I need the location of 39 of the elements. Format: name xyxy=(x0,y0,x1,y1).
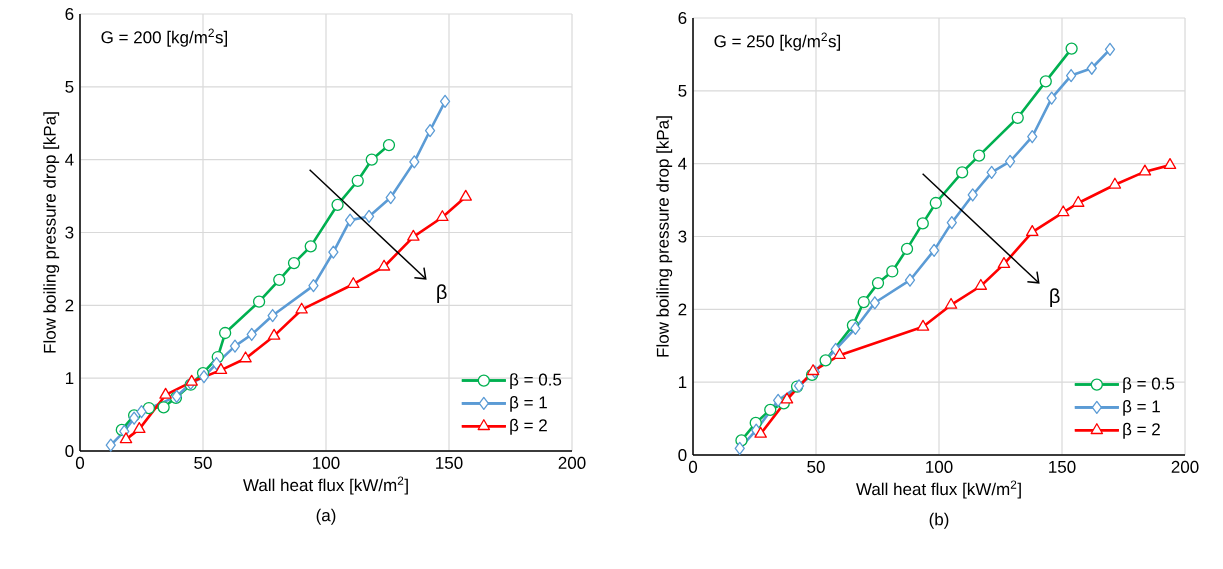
legend-label: β = 0.5 xyxy=(1123,377,1175,393)
y-tick-label: 6 xyxy=(678,11,687,25)
y-tick-label: 2 xyxy=(65,299,74,312)
y-tick-label: 1 xyxy=(65,372,74,385)
x-axis-title: Wall heat flux [kW/m$^{2}$] xyxy=(856,480,1021,499)
x-tick-label: 100 xyxy=(313,456,340,469)
legend-label: β = 2 xyxy=(510,418,547,435)
y-tick-label: 1 xyxy=(678,376,687,389)
legend-label: β = 2 xyxy=(1123,422,1160,439)
x-tick-label: 100 xyxy=(926,460,953,473)
x-tick-label: 0 xyxy=(75,456,85,469)
legend-label: β = 1 xyxy=(1123,399,1160,416)
y-tick-label: 4 xyxy=(678,157,687,170)
text: (a) xyxy=(316,508,336,525)
annotation: G = 200 [kg/m$^{2}$s] xyxy=(101,28,227,47)
y-axis-title: Flow boiling pressure drop [kPa] xyxy=(656,116,673,357)
legend-label: β = 0.5 xyxy=(510,373,562,389)
y-tick-label: 6 xyxy=(65,7,74,21)
y-tick-label: 3 xyxy=(65,226,74,239)
x-axis-title: Wall heat flux [kW/m$^{2}$] xyxy=(243,476,408,495)
x-tick-label: 50 xyxy=(807,460,825,473)
x-tick-label: 150 xyxy=(436,456,463,469)
y-tick-label: 5 xyxy=(678,84,687,97)
y-tick-label: 0 xyxy=(65,444,74,458)
x-tick-label: 50 xyxy=(194,456,212,469)
x-tick-label: 150 xyxy=(1049,460,1076,473)
y-tick-label: 5 xyxy=(65,80,74,93)
y-tick-label: 3 xyxy=(678,230,687,243)
y-tick-label: 4 xyxy=(65,153,74,166)
annotation: G = 250 [kg/m$^{2}$s] xyxy=(714,32,841,51)
y-axis-title: Flow boiling pressure drop [kPa] xyxy=(43,112,60,353)
x-tick-label: 200 xyxy=(1171,460,1199,473)
legend-label: β = 1 xyxy=(510,395,547,412)
x-tick-label: 200 xyxy=(558,456,586,469)
annotation: β xyxy=(1050,288,1060,308)
x-tick-label: 0 xyxy=(688,460,698,473)
text: (b) xyxy=(929,512,949,529)
y-tick-label: 2 xyxy=(678,303,687,316)
annotation: β xyxy=(437,284,447,304)
